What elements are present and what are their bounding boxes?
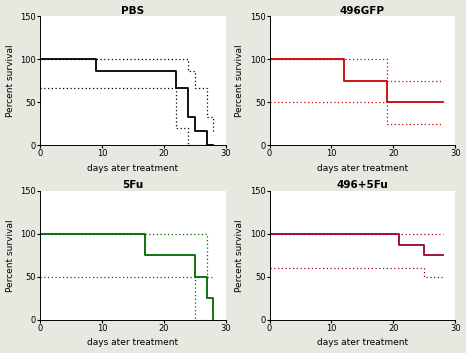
X-axis label: days ater treatment: days ater treatment (87, 339, 178, 347)
Title: 5Fu: 5Fu (122, 180, 144, 190)
Title: 496+5Fu: 496+5Fu (336, 180, 388, 190)
Y-axis label: Percent survival: Percent survival (235, 219, 244, 292)
X-axis label: days ater treatment: days ater treatment (317, 164, 408, 173)
Title: 496GFP: 496GFP (340, 6, 385, 16)
Y-axis label: Percent survival: Percent survival (6, 44, 14, 117)
X-axis label: days ater treatment: days ater treatment (87, 164, 178, 173)
Y-axis label: Percent survival: Percent survival (235, 44, 244, 117)
X-axis label: days ater treatment: days ater treatment (317, 339, 408, 347)
Title: PBS: PBS (121, 6, 144, 16)
Y-axis label: Percent survival: Percent survival (6, 219, 14, 292)
